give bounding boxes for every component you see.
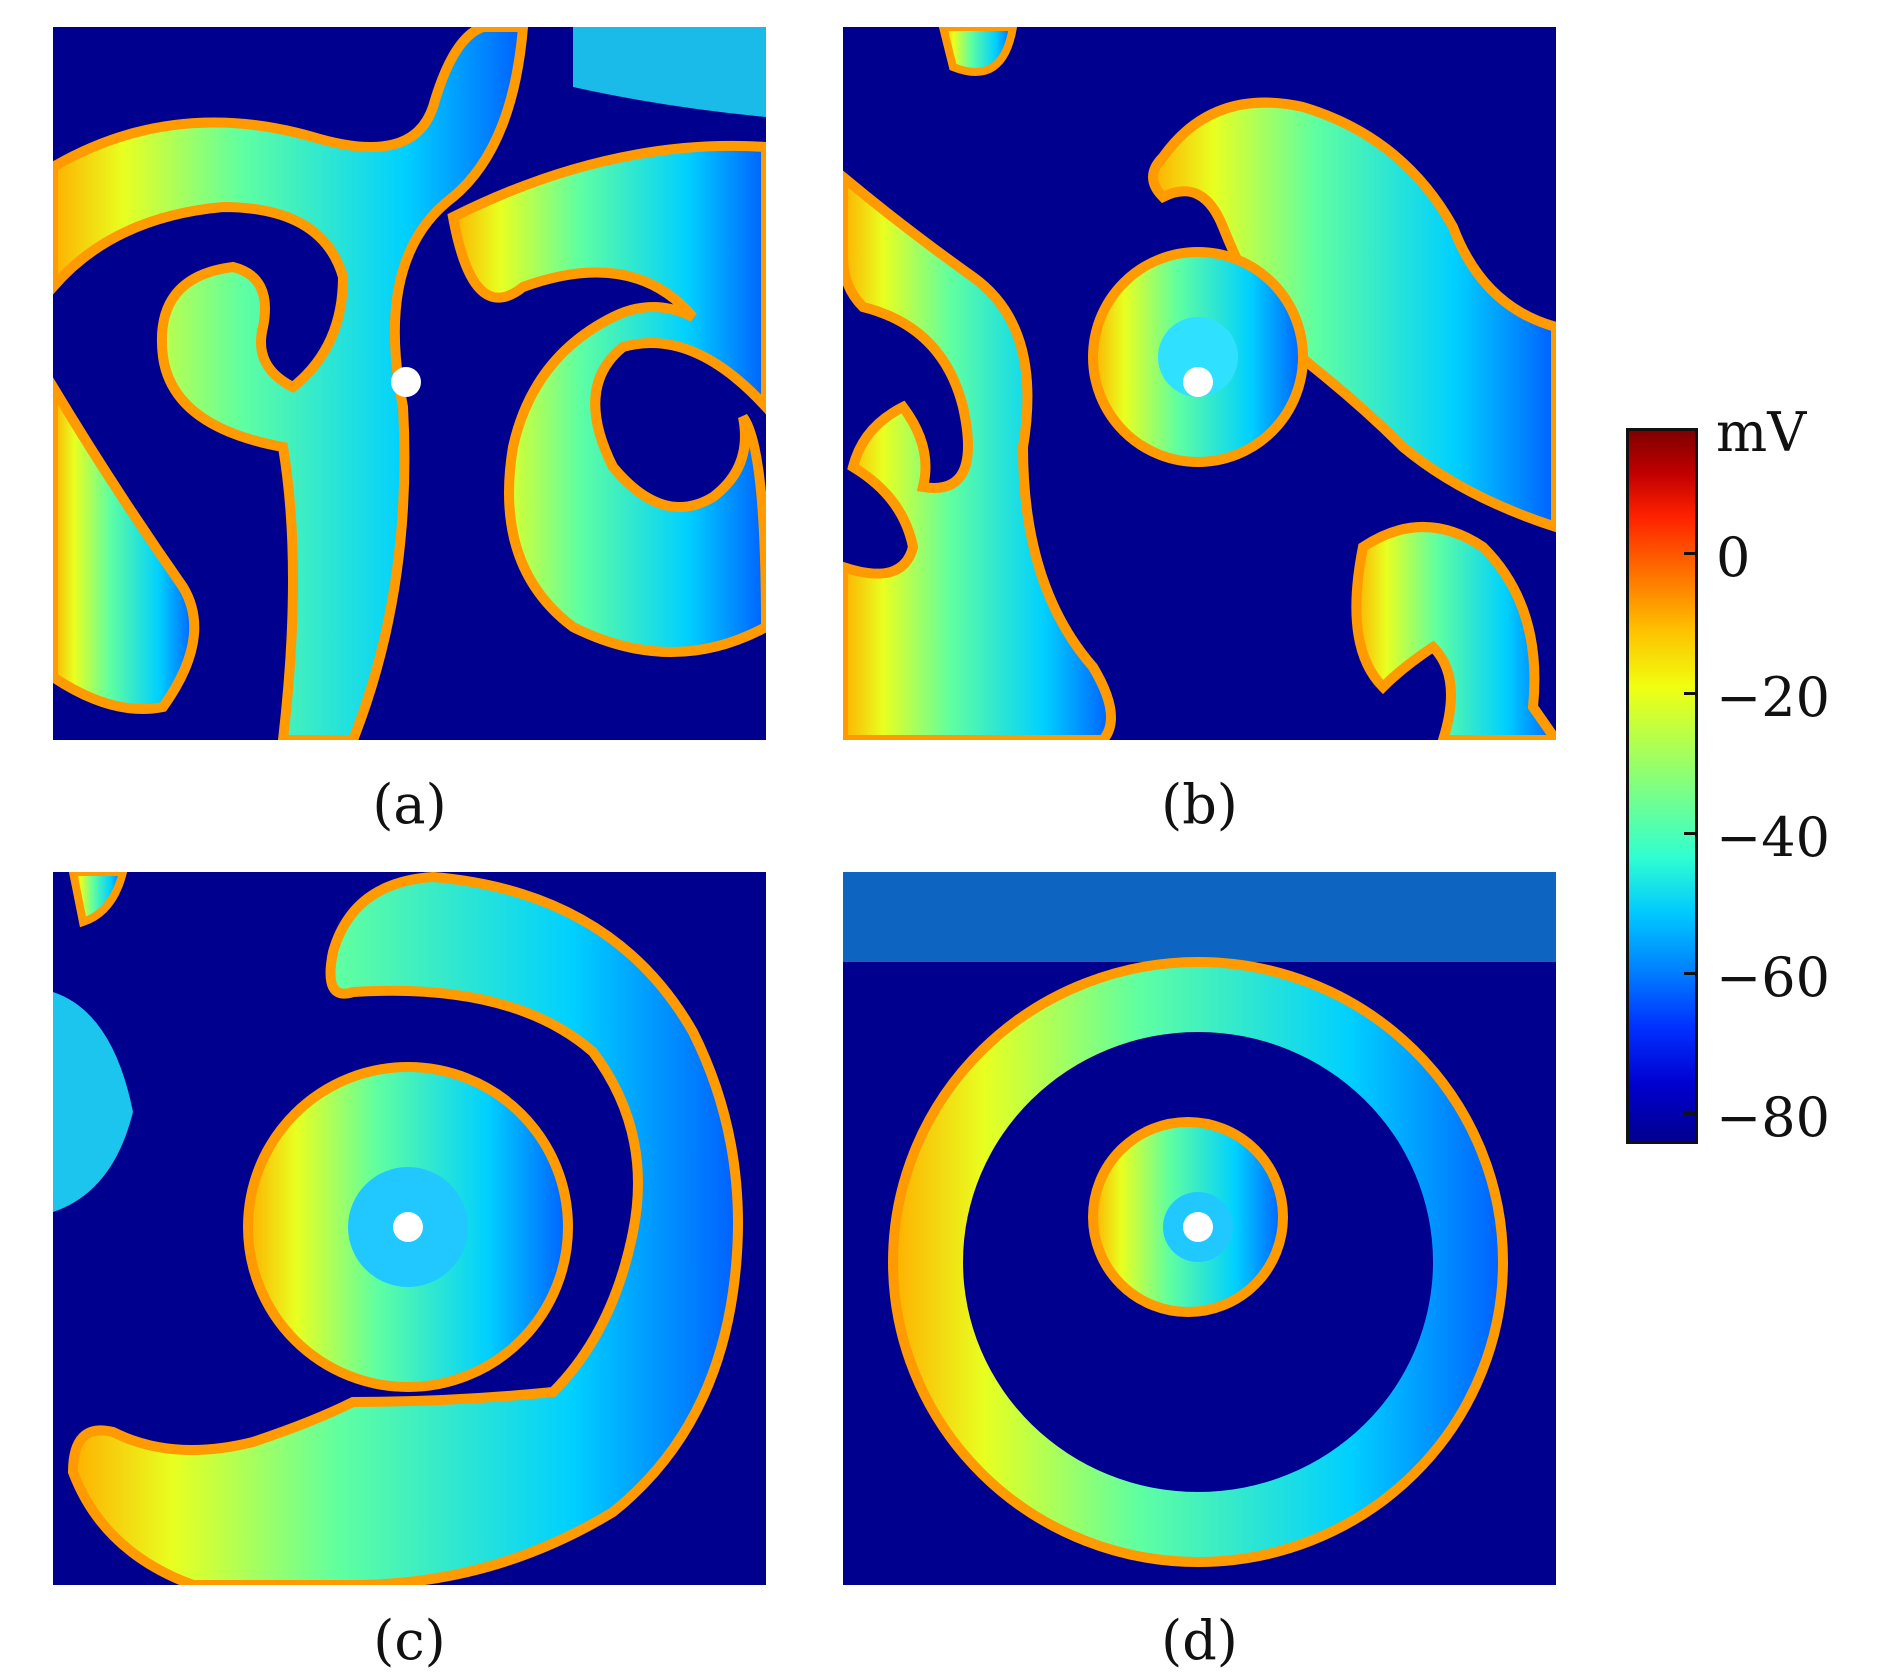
colorbar-tick xyxy=(1684,972,1698,975)
panel-c-image xyxy=(53,872,766,1585)
colorbar-tick-label: −60 xyxy=(1716,946,1830,1009)
spiral-wave-a xyxy=(53,27,766,740)
panel-label-d: (d) xyxy=(1161,1609,1238,1672)
panel-label-b: (b) xyxy=(1161,773,1238,836)
colorbar-tick-label: −40 xyxy=(1716,806,1830,869)
spiral-wave-d xyxy=(843,872,1556,1585)
panel-label-c: (c) xyxy=(373,1609,446,1672)
panel-label-a: (a) xyxy=(372,773,447,836)
spiral-wave-b xyxy=(843,27,1556,740)
panel-a-image xyxy=(53,27,766,740)
panel-d-image xyxy=(843,872,1556,1585)
colorbar-unit: mV xyxy=(1716,401,1807,464)
colorbar-tick xyxy=(1684,552,1698,555)
colorbar-tick-label: −20 xyxy=(1716,666,1830,729)
colorbar-tick-label: 0 xyxy=(1716,526,1751,589)
colorbar-tick xyxy=(1684,832,1698,835)
colorbar-tick xyxy=(1684,692,1698,695)
panel-b-image xyxy=(843,27,1556,740)
colorbar-tick xyxy=(1684,1112,1698,1115)
spiral-wave-c xyxy=(53,872,766,1585)
colorbar-tick-label: −80 xyxy=(1716,1086,1830,1149)
colorbar xyxy=(1626,428,1698,1144)
